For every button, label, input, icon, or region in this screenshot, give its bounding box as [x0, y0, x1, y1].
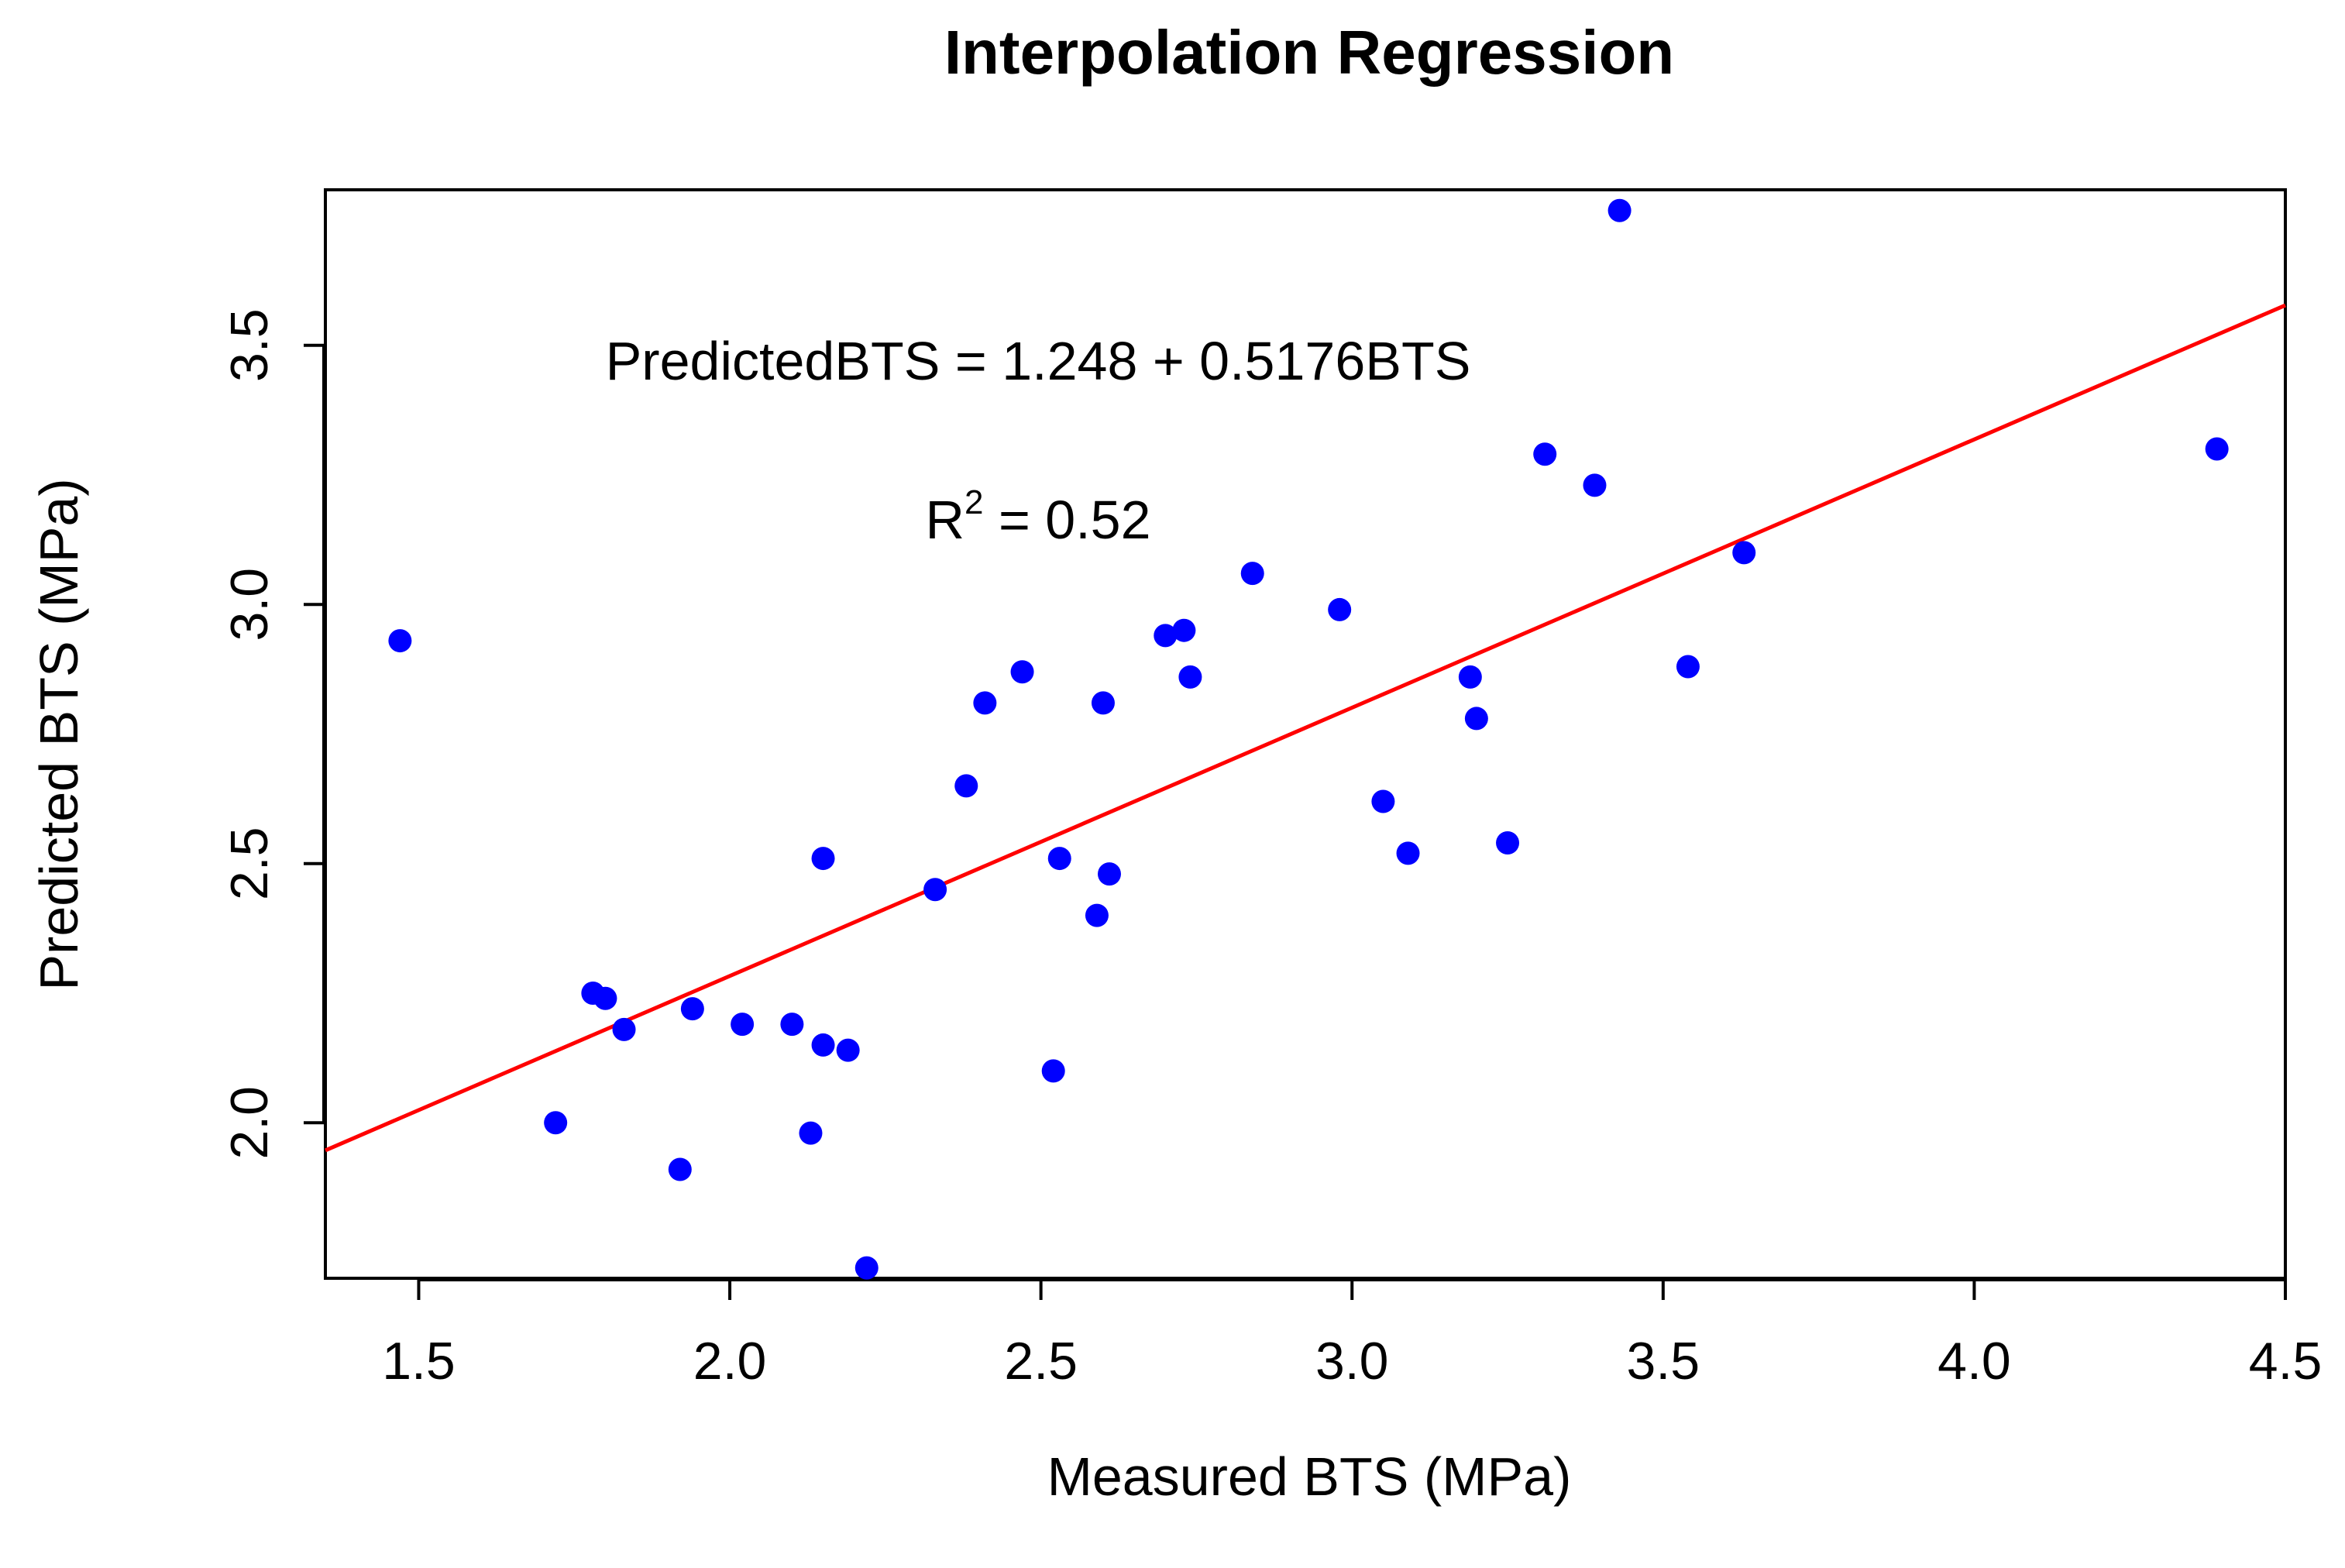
x-tick-label: 4.0: [1938, 1332, 2011, 1391]
data-point: [780, 1013, 804, 1037]
x-tick-label: 1.5: [382, 1332, 456, 1391]
r-squared-annotation: R2 = 0.52: [925, 483, 1150, 550]
points-layer: [388, 198, 2229, 1280]
data-point: [1396, 841, 1420, 865]
y-axis: 2.0 2.5 3.0 3.5: [220, 308, 325, 1160]
data-point: [1464, 707, 1488, 731]
data-point: [1091, 691, 1115, 715]
data-point: [836, 1038, 860, 1062]
data-point: [1458, 665, 1482, 689]
data-point: [1533, 442, 1557, 466]
data-point: [1240, 562, 1264, 586]
chart-title: Interpolation Regression: [944, 18, 1674, 87]
data-point: [811, 1033, 835, 1057]
x-tick-label: 3.5: [1627, 1332, 1700, 1391]
data-point: [680, 997, 704, 1021]
y-tick-label: 2.5: [220, 827, 279, 900]
data-point: [1371, 789, 1395, 813]
r-squared-exponent: 2: [964, 483, 983, 521]
y-axis-label: Predicted BTS (MPa): [29, 478, 89, 990]
data-point: [923, 878, 947, 902]
data-point: [799, 1121, 823, 1145]
data-point: [1732, 541, 1756, 565]
data-point: [1583, 473, 1607, 497]
data-point: [2205, 437, 2229, 461]
x-tick-label: 4.5: [2249, 1332, 2323, 1391]
data-point: [811, 847, 835, 871]
r-squared-symbol: R: [925, 490, 964, 550]
x-tick-label: 3.0: [1315, 1332, 1389, 1391]
data-point: [1178, 665, 1202, 689]
data-point: [593, 986, 617, 1010]
y-tick-label: 3.0: [220, 568, 279, 641]
r-squared-value: = 0.52: [984, 490, 1151, 550]
data-point: [1047, 847, 1071, 871]
data-point: [1010, 660, 1034, 684]
y-tick-label: 3.5: [220, 308, 279, 382]
regression-layer: [325, 303, 2286, 1153]
data-point: [1172, 618, 1196, 642]
data-point: [954, 774, 978, 798]
data-point: [544, 1111, 568, 1135]
data-point: [854, 1256, 879, 1280]
y-tick-label: 2.0: [220, 1086, 279, 1160]
data-point: [973, 691, 997, 715]
data-point: [1085, 903, 1109, 927]
data-point: [388, 629, 412, 653]
data-point: [1154, 624, 1178, 648]
data-point: [1328, 597, 1352, 621]
data-point: [731, 1013, 755, 1037]
data-point: [1607, 198, 1632, 222]
data-point: [1496, 831, 1520, 854]
x-tick-label: 2.5: [1004, 1332, 1078, 1391]
x-tick-label: 2.0: [693, 1332, 767, 1391]
data-point: [612, 1017, 636, 1041]
regression-line: [325, 303, 2286, 1153]
data-point: [668, 1157, 692, 1181]
equation-annotation: PredictedBTS = 1.248 + 0.5176BTS: [606, 331, 1471, 391]
x-axis-label: Measured BTS (MPa): [1047, 1446, 1572, 1507]
x-axis: 1.5 2.0 2.5 3.0 3.5 4.0 4.5: [382, 1278, 2322, 1391]
data-point: [1098, 862, 1121, 886]
data-point: [1041, 1059, 1065, 1083]
data-point: [1676, 655, 1700, 679]
